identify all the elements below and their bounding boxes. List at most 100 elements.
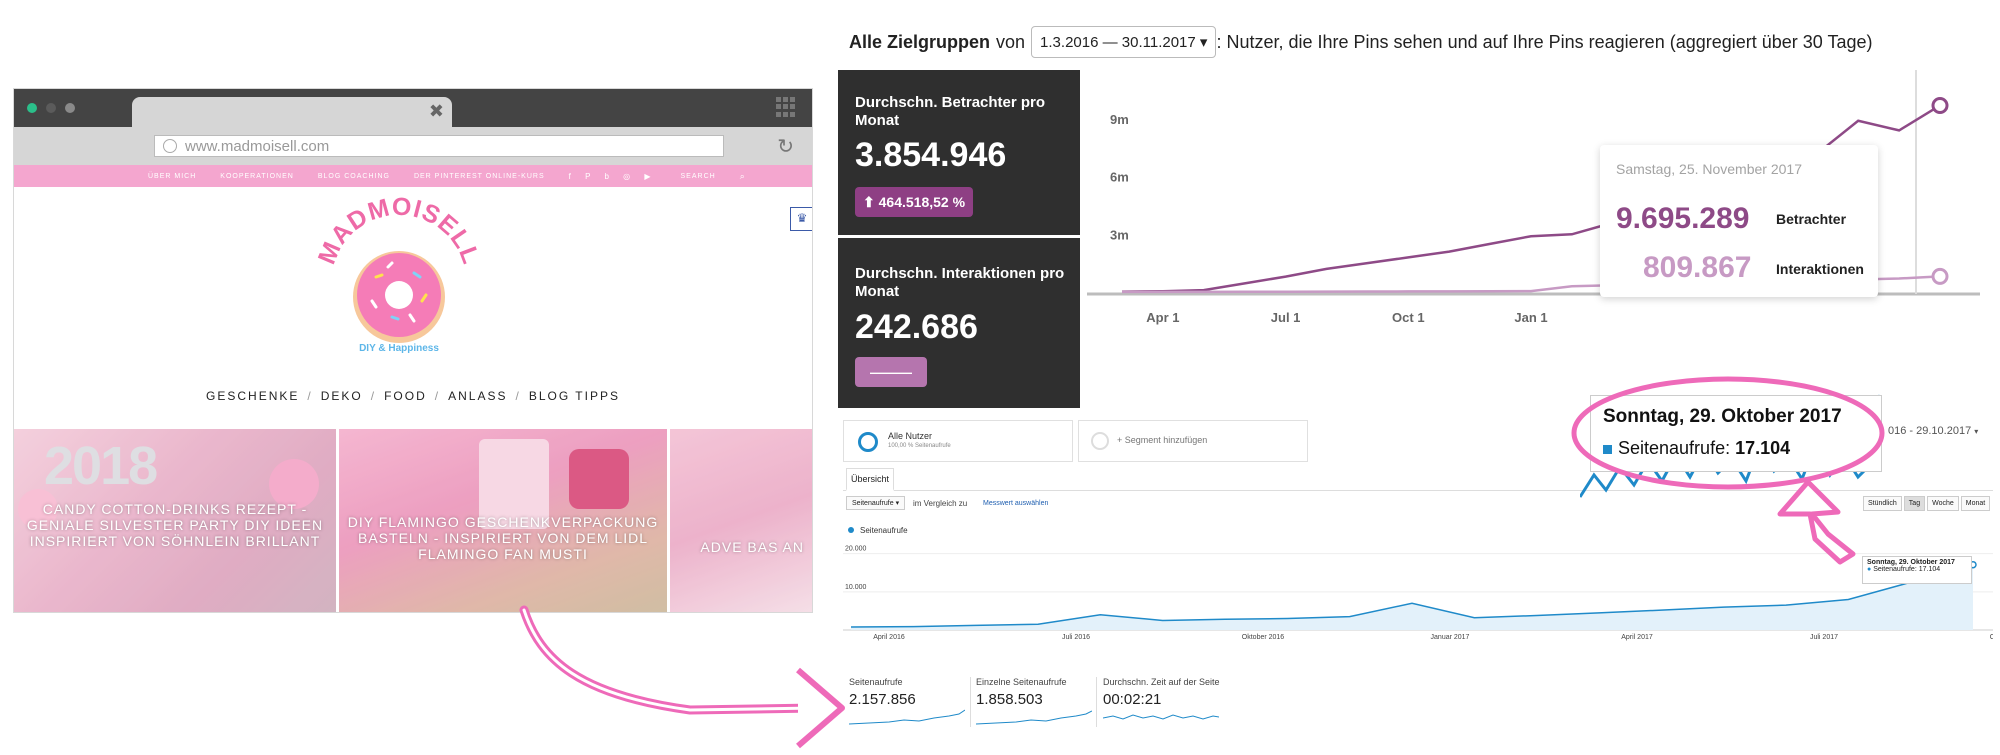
- cat-food[interactable]: FOOD: [384, 389, 427, 403]
- window-zoom-dot[interactable]: [65, 103, 75, 113]
- callout-row: Seitenaufrufe: 17.104: [1603, 438, 1790, 459]
- stat-value-viewers: 3.854.946: [855, 136, 1007, 174]
- metric-unique-value: 1.858.503: [976, 691, 1043, 708]
- ga-date-range-value: 016 - 29.10.2017: [1888, 425, 1972, 437]
- metric-divider-1: [970, 677, 971, 727]
- url-field[interactable]: www.madmoisell.com: [154, 135, 724, 157]
- sparkline-unique: [975, 710, 1093, 725]
- stat-card-interactions[interactable]: Durchschn. Interaktionen pro Monat 242.6…: [838, 238, 1080, 408]
- metric-unique-pageviews: Einzelne Seitenaufrufe 1.858.503: [975, 677, 1093, 728]
- nav-pinterest-kurs[interactable]: DER PINTEREST ONLINE-KURS: [413, 172, 545, 180]
- segment-all-label: Alle Nutzer: [888, 431, 933, 441]
- ga-small-tooltip-date: Sonntag, 29. Oktober 2017: [1867, 559, 1955, 566]
- audience-von: von: [996, 31, 1026, 52]
- metric-pageviews-value: 2.157.856: [849, 691, 916, 708]
- pin-y-tick-0: 3m: [1110, 227, 1129, 242]
- pink-arrow-to-metrics: [519, 605, 845, 749]
- post-card-3[interactable]: ADVE BAS AN: [670, 429, 812, 612]
- chevron-down-icon: ▾: [1199, 34, 1208, 51]
- browser-tab[interactable]: ✖: [132, 97, 452, 127]
- pink-highlight-annotation: [1571, 376, 1885, 565]
- cat-geschenke[interactable]: GESCHENKE: [206, 389, 300, 403]
- window-minimize-dot[interactable]: [46, 103, 56, 113]
- metric-pageviews-label: Seitenaufrufe: [849, 677, 903, 687]
- metric-avg-time: Durchschn. Zeit auf der Seite 00:02:21: [1102, 677, 1223, 728]
- social-icons[interactable]: f P b ◎ ▶: [568, 171, 657, 181]
- metric-avg-time-value: 00:02:21: [1103, 691, 1162, 708]
- metric-select-value: Seitenaufrufe: [852, 500, 894, 507]
- ga-line-chart[interactable]: Seitenaufrufe April 2016 Juli 2016 Oktober…: [843, 520, 1993, 650]
- segment-add-label: + Segment hinzufügen: [1117, 435, 1208, 445]
- post-title-2[interactable]: DIY FLAMINGO GESCHENKVERPACKUNG BASTELN …: [347, 514, 659, 562]
- crown-icon[interactable]: ♛: [790, 207, 812, 231]
- date-range-select[interactable]: 1.3.2016 — 30.11.2017 ▾: [1031, 26, 1217, 58]
- cat-anlass[interactable]: ANLASS: [448, 389, 508, 403]
- ga-legend-label: Seitenaufrufe: [860, 526, 908, 535]
- cat-deko[interactable]: DEKO: [320, 389, 363, 403]
- reload-icon[interactable]: ↻: [777, 136, 794, 158]
- btn-stuendlich[interactable]: Stündlich: [1863, 496, 1902, 511]
- stat-change-viewers: 464.518,52 %: [878, 194, 966, 210]
- metric-chevron-icon: ▾: [895, 500, 900, 507]
- nav-blog-coaching[interactable]: BLOG COACHING: [317, 172, 390, 180]
- window-close-dot[interactable]: [27, 103, 37, 113]
- compare-link[interactable]: Messwert auswählen: [983, 500, 1049, 507]
- pin-point-1: [1931, 267, 1949, 285]
- site-logo[interactable]: MADMOISELL DIY & Happiness: [314, 197, 484, 367]
- stat-label-viewers: Durchschn. Betrachter pro Monat: [855, 94, 1046, 129]
- btn-woche[interactable]: Woche: [1927, 496, 1959, 511]
- post-image-balloons: 2018: [44, 436, 158, 496]
- date-range-value: 1.3.2016 — 30.11.2017: [1040, 34, 1196, 51]
- tab-overview[interactable]: Übersicht: [846, 468, 895, 491]
- ga-small-tooltip: Sonntag, 29. Oktober 2017 ● Seitenaufruf…: [1862, 556, 1972, 584]
- post-title-1[interactable]: CANDY COTTON-DRINKS REZEPT - GENIALE SIL…: [26, 501, 324, 549]
- tooltip-interactions-value: 809.867: [1643, 251, 1752, 284]
- nav-kooperationen[interactable]: KOOPERATIONEN: [220, 172, 294, 180]
- search-icon[interactable]: ⌕: [739, 170, 746, 181]
- callout-label: Seitenaufrufe:: [1618, 438, 1731, 458]
- ga-x-tick-0: April 2016: [873, 634, 905, 641]
- callout-date: Sonntag, 29. Oktober 2017: [1603, 406, 1842, 427]
- cat-blog-tipps[interactable]: BLOG TIPPS: [528, 389, 620, 403]
- tab-close-icon[interactable]: ✖: [428, 101, 444, 121]
- ga-x-tick-6: Oktober 2017: [1990, 634, 1993, 641]
- apps-grid-icon[interactable]: [776, 97, 796, 117]
- tooltip-interactions-label: Interaktionen: [1776, 261, 1864, 277]
- segment-add-circle-icon: [1091, 432, 1109, 450]
- ga-series-line: [850, 563, 1974, 628]
- time-granularity-buttons: Stündlich Tag Woche Monat: [1863, 496, 1991, 511]
- pin-x-tick-0: Apr 1: [1146, 310, 1179, 325]
- segment-circle-icon: [858, 432, 878, 452]
- btn-tag[interactable]: Tag: [1903, 496, 1926, 511]
- segment-add[interactable]: + Segment hinzufügen: [1078, 420, 1308, 462]
- ga-date-range[interactable]: 016 - 29.10.2017 ▾: [1888, 425, 1978, 437]
- ga-tabs: Übersicht: [843, 468, 1993, 491]
- ga-toolbar: Seitenaufrufe ▾ im Vergleich zu Messwert…: [843, 494, 1993, 516]
- post-title-3[interactable]: ADVE BAS AN: [700, 539, 804, 555]
- pin-x-tick-1: Jul 1: [1271, 310, 1301, 325]
- browser-window: ✖ www.madmoisell.com ↻ ÜBER MICH KOOPERA…: [13, 88, 813, 613]
- address-bar: www.madmoisell.com ↻: [14, 127, 812, 165]
- url-text: www.madmoisell.com: [185, 138, 330, 155]
- post-card-2[interactable]: DIY FLAMINGO GESCHENKVERPACKUNG BASTELN …: [339, 429, 667, 612]
- logo-tagline: DIY & Happiness: [359, 343, 439, 354]
- segment-all-sub: 100,00 % Seitenaufrufe: [888, 443, 951, 449]
- metric-select[interactable]: Seitenaufrufe ▾: [846, 496, 906, 510]
- ga-y-tick-1: 20.000: [845, 546, 867, 553]
- ga-segment-bar: Alle Nutzer 100,00 % Seitenaufrufe + Seg…: [843, 420, 1993, 464]
- site-top-nav: ÜBER MICH KOOPERATIONEN BLOG COACHING DE…: [14, 165, 812, 187]
- stat-card-viewers[interactable]: Durchschn. Betrachter pro Monat 3.854.94…: [838, 70, 1080, 235]
- nav-search[interactable]: SEARCH: [680, 172, 716, 180]
- square-icon: [1603, 445, 1612, 454]
- nav-ueber-mich[interactable]: ÜBER MICH: [148, 172, 197, 180]
- audience-title: Alle Zielgruppen: [849, 31, 991, 52]
- segment-all-users[interactable]: Alle Nutzer 100,00 % Seitenaufrufe: [843, 420, 1073, 462]
- post-card-1[interactable]: 2018 CANDY COTTON-DRINKS REZEPT - GENIAL…: [14, 429, 336, 612]
- stat-change-interactions: ———: [855, 357, 927, 387]
- btn-monat[interactable]: Monat: [1960, 496, 1991, 511]
- ga-small-tooltip-text: Seitenaufrufe: 17.104: [1873, 566, 1941, 573]
- metric-avg-time-label: Durchschn. Zeit auf der Seite: [1103, 677, 1220, 687]
- sparkline-pageviews: [848, 709, 966, 725]
- audience-description: : Nutzer, die Ihre Pins sehen und auf Ih…: [1216, 31, 1873, 52]
- category-nav: GESCHENKE / DEKO / FOOD / ANLASS / BLOG TIPPS: [206, 389, 620, 403]
